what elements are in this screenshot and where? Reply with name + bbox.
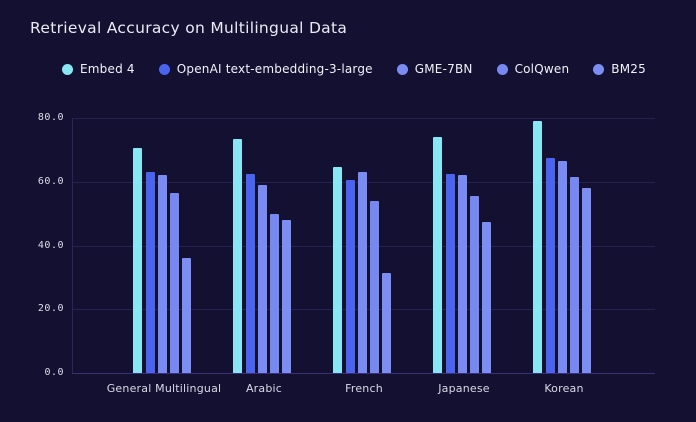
legend-label: GME-7BN	[414, 62, 473, 76]
legend-item-openai-text-embedding-3-large: OpenAI text-embedding-3-large	[158, 62, 373, 76]
bar-colqwen	[270, 213, 279, 373]
bar-gme-7bn	[158, 175, 167, 373]
bar-colqwen	[570, 176, 579, 373]
bar-embed-4	[333, 167, 342, 373]
legend-label: ColQwen	[514, 62, 570, 76]
x-axis-label: Japanese	[438, 382, 490, 395]
legend-label: BM25	[611, 62, 646, 76]
bar-openai-text-embedding-3-large	[346, 180, 355, 373]
bar-gme-7bn	[558, 161, 567, 373]
y-tick-label: 40.0	[37, 239, 64, 251]
bar-gme-7bn	[258, 184, 267, 373]
legend-item-colqwen: ColQwen	[496, 62, 570, 76]
bar-openai-text-embedding-3-large	[546, 157, 555, 373]
bar-bm25	[382, 272, 391, 373]
bar-bm25	[482, 221, 491, 373]
y-axis-line	[72, 118, 73, 373]
bar-bm25	[182, 258, 191, 373]
legend-label: OpenAI text-embedding-3-large	[176, 62, 373, 76]
bar-gme-7bn	[458, 175, 467, 373]
bar-colqwen	[370, 200, 379, 373]
gridline-0.0	[72, 373, 655, 374]
bar-openai-text-embedding-3-large	[146, 172, 155, 373]
legend-dot-icon	[158, 63, 170, 75]
bar-embed-4	[133, 148, 142, 373]
legend-label: Embed 4	[80, 62, 135, 76]
legend-dot-icon	[593, 63, 605, 75]
legend-dot-icon	[396, 63, 408, 75]
bar-gme-7bn	[358, 172, 367, 373]
x-axis-label: General Multilingual	[106, 382, 222, 395]
y-tick-label: 80.0	[37, 112, 64, 123]
bar-embed-4	[433, 137, 442, 373]
bar-bm25	[282, 220, 291, 373]
bar-embed-4	[233, 138, 242, 373]
legend-dot-icon	[62, 63, 73, 75]
chart-legend: Embed 4 OpenAI text-embedding-3-large GME-…	[62, 62, 676, 76]
y-tick-label: 20.0	[37, 303, 64, 315]
y-tick-label: 0.0	[44, 367, 64, 378]
bar-colqwen	[170, 192, 179, 373]
bar-colqwen	[470, 196, 479, 373]
y-tick-label: 60.0	[37, 175, 64, 187]
legend-item-embed-4: Embed 4	[62, 62, 135, 76]
gridline-80.0	[72, 118, 655, 119]
x-axis-label: Arabic	[245, 382, 283, 395]
bar-bm25	[582, 188, 591, 373]
legend-item-bm25: BM25	[593, 62, 646, 76]
x-axis-label: Korean	[544, 382, 584, 395]
x-axis-label: French	[345, 382, 383, 395]
bar-openai-text-embedding-3-large	[446, 173, 455, 373]
bar-embed-4	[533, 121, 542, 373]
chart-title: Retrieval Accuracy on Multilingual Data	[30, 19, 348, 37]
legend-item-gme-7bn: GME-7BN	[396, 62, 473, 76]
bar-openai-text-embedding-3-large	[246, 173, 255, 373]
legend-dot-icon	[496, 63, 508, 75]
